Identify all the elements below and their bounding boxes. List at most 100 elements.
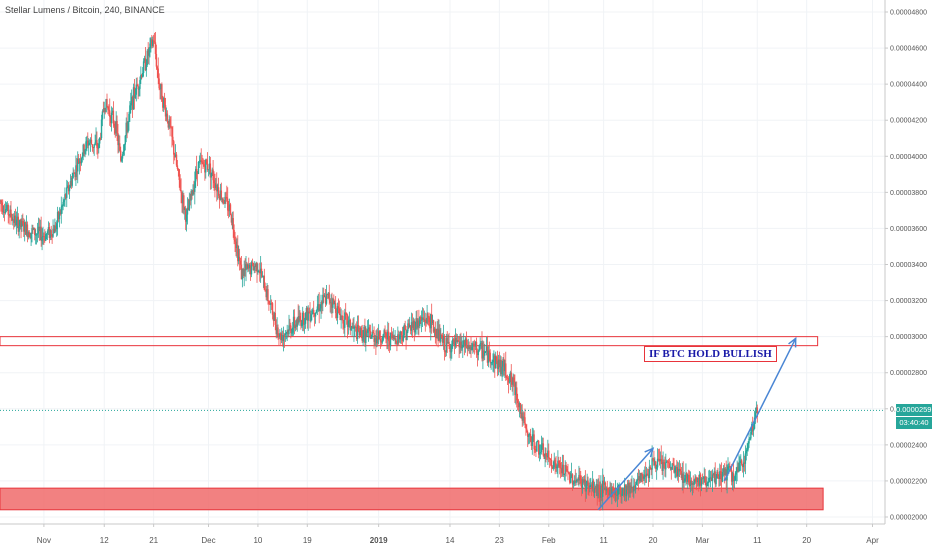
- candle-body: [230, 214, 233, 223]
- y-tick-label: 0.00002400: [890, 442, 927, 449]
- candle-body: [524, 417, 526, 425]
- candle-body: [756, 407, 758, 418]
- arrow-head-2: [788, 336, 797, 348]
- candle-body: [590, 484, 592, 486]
- candle-body: [377, 336, 379, 340]
- candle-body: [244, 269, 246, 271]
- candle-body: [719, 471, 721, 479]
- candle-body: [255, 262, 257, 268]
- candle-body: [356, 325, 359, 340]
- candle-body: [375, 338, 377, 344]
- candle-body: [502, 358, 504, 367]
- x-tick-label: 11: [599, 536, 608, 545]
- candle-body: [444, 351, 447, 353]
- candle-body: [644, 474, 647, 477]
- candle-body: [753, 417, 756, 429]
- candle-body: [578, 475, 580, 481]
- y-tick-label: 0.00003400: [890, 262, 927, 269]
- candle-body: [341, 315, 343, 317]
- candle-body: [677, 468, 680, 472]
- candle-body: [215, 184, 217, 188]
- candle-body: [105, 99, 107, 113]
- candle-body: [659, 458, 662, 462]
- candle-body: [567, 471, 569, 473]
- candle-body: [216, 184, 218, 192]
- candle-body: [732, 473, 735, 482]
- candle-body: [56, 211, 59, 224]
- candle-body: [32, 228, 34, 230]
- candle-body: [397, 334, 399, 344]
- candle-body: [186, 207, 189, 215]
- candle-body: [246, 264, 248, 269]
- candle-body: [196, 171, 199, 174]
- candle-body: [167, 121, 169, 128]
- candle-body: [211, 169, 213, 173]
- candle-body: [142, 61, 145, 74]
- candle-body: [663, 462, 665, 465]
- candle-body: [2, 205, 4, 213]
- candle-body: [569, 473, 571, 483]
- candle-body: [58, 212, 61, 220]
- candle-body: [48, 227, 51, 238]
- candle-body: [455, 337, 458, 343]
- candle-body: [436, 328, 438, 339]
- candle-body: [77, 158, 79, 172]
- candle-body: [681, 473, 683, 478]
- candle-body: [162, 101, 164, 108]
- candle-body: [268, 300, 270, 304]
- countdown-tag: 03:40:40: [896, 417, 932, 429]
- candle-body: [194, 181, 196, 192]
- candle-body: [440, 335, 442, 342]
- candle-body: [312, 309, 314, 315]
- candle-body: [337, 306, 340, 309]
- candle-body: [623, 489, 625, 496]
- candle-body: [745, 451, 747, 454]
- candle-body: [111, 110, 114, 113]
- candle-body: [584, 479, 587, 492]
- candle-body: [568, 472, 570, 474]
- candle-body: [488, 350, 491, 353]
- candle-body: [647, 474, 650, 479]
- candle-body: [410, 322, 413, 331]
- candle-body: [566, 469, 568, 472]
- candle-body: [484, 351, 487, 353]
- candle-body: [579, 475, 581, 479]
- candle-body: [408, 323, 410, 328]
- candle-body: [342, 315, 344, 324]
- candle-body: [611, 487, 613, 497]
- candle-body: [506, 377, 509, 379]
- candle-body: [398, 334, 400, 340]
- x-tick-label: 10: [253, 536, 262, 545]
- candle-body: [129, 105, 131, 115]
- candle-body: [602, 480, 604, 497]
- candle-body: [570, 477, 572, 483]
- candle-body: [13, 219, 15, 223]
- candle-body: [131, 96, 133, 103]
- candle-body: [558, 460, 560, 463]
- candle-body: [545, 453, 547, 456]
- candle-body: [329, 299, 331, 303]
- candle-body: [227, 198, 229, 211]
- candle-body: [214, 183, 216, 188]
- candle-body: [283, 335, 286, 336]
- candle-body: [192, 189, 194, 196]
- candle-body: [163, 97, 165, 108]
- candle-body: [495, 356, 498, 362]
- x-tick-label: Feb: [542, 536, 556, 545]
- candle-body: [152, 40, 154, 46]
- candle-body: [448, 341, 450, 345]
- candle-body: [751, 423, 753, 432]
- candle-body: [394, 338, 396, 340]
- candle-body: [740, 460, 742, 462]
- candle-body: [270, 303, 273, 304]
- candle-body: [638, 476, 640, 481]
- candle-body: [292, 316, 295, 328]
- candle-body: [704, 476, 706, 484]
- candle-body: [439, 329, 441, 342]
- candle-body: [591, 484, 593, 489]
- candle-body: [380, 341, 383, 343]
- candle-body: [583, 479, 586, 483]
- candle-body: [687, 475, 690, 483]
- y-tick-label: 0.00003800: [890, 190, 927, 197]
- candle-body: [717, 471, 719, 477]
